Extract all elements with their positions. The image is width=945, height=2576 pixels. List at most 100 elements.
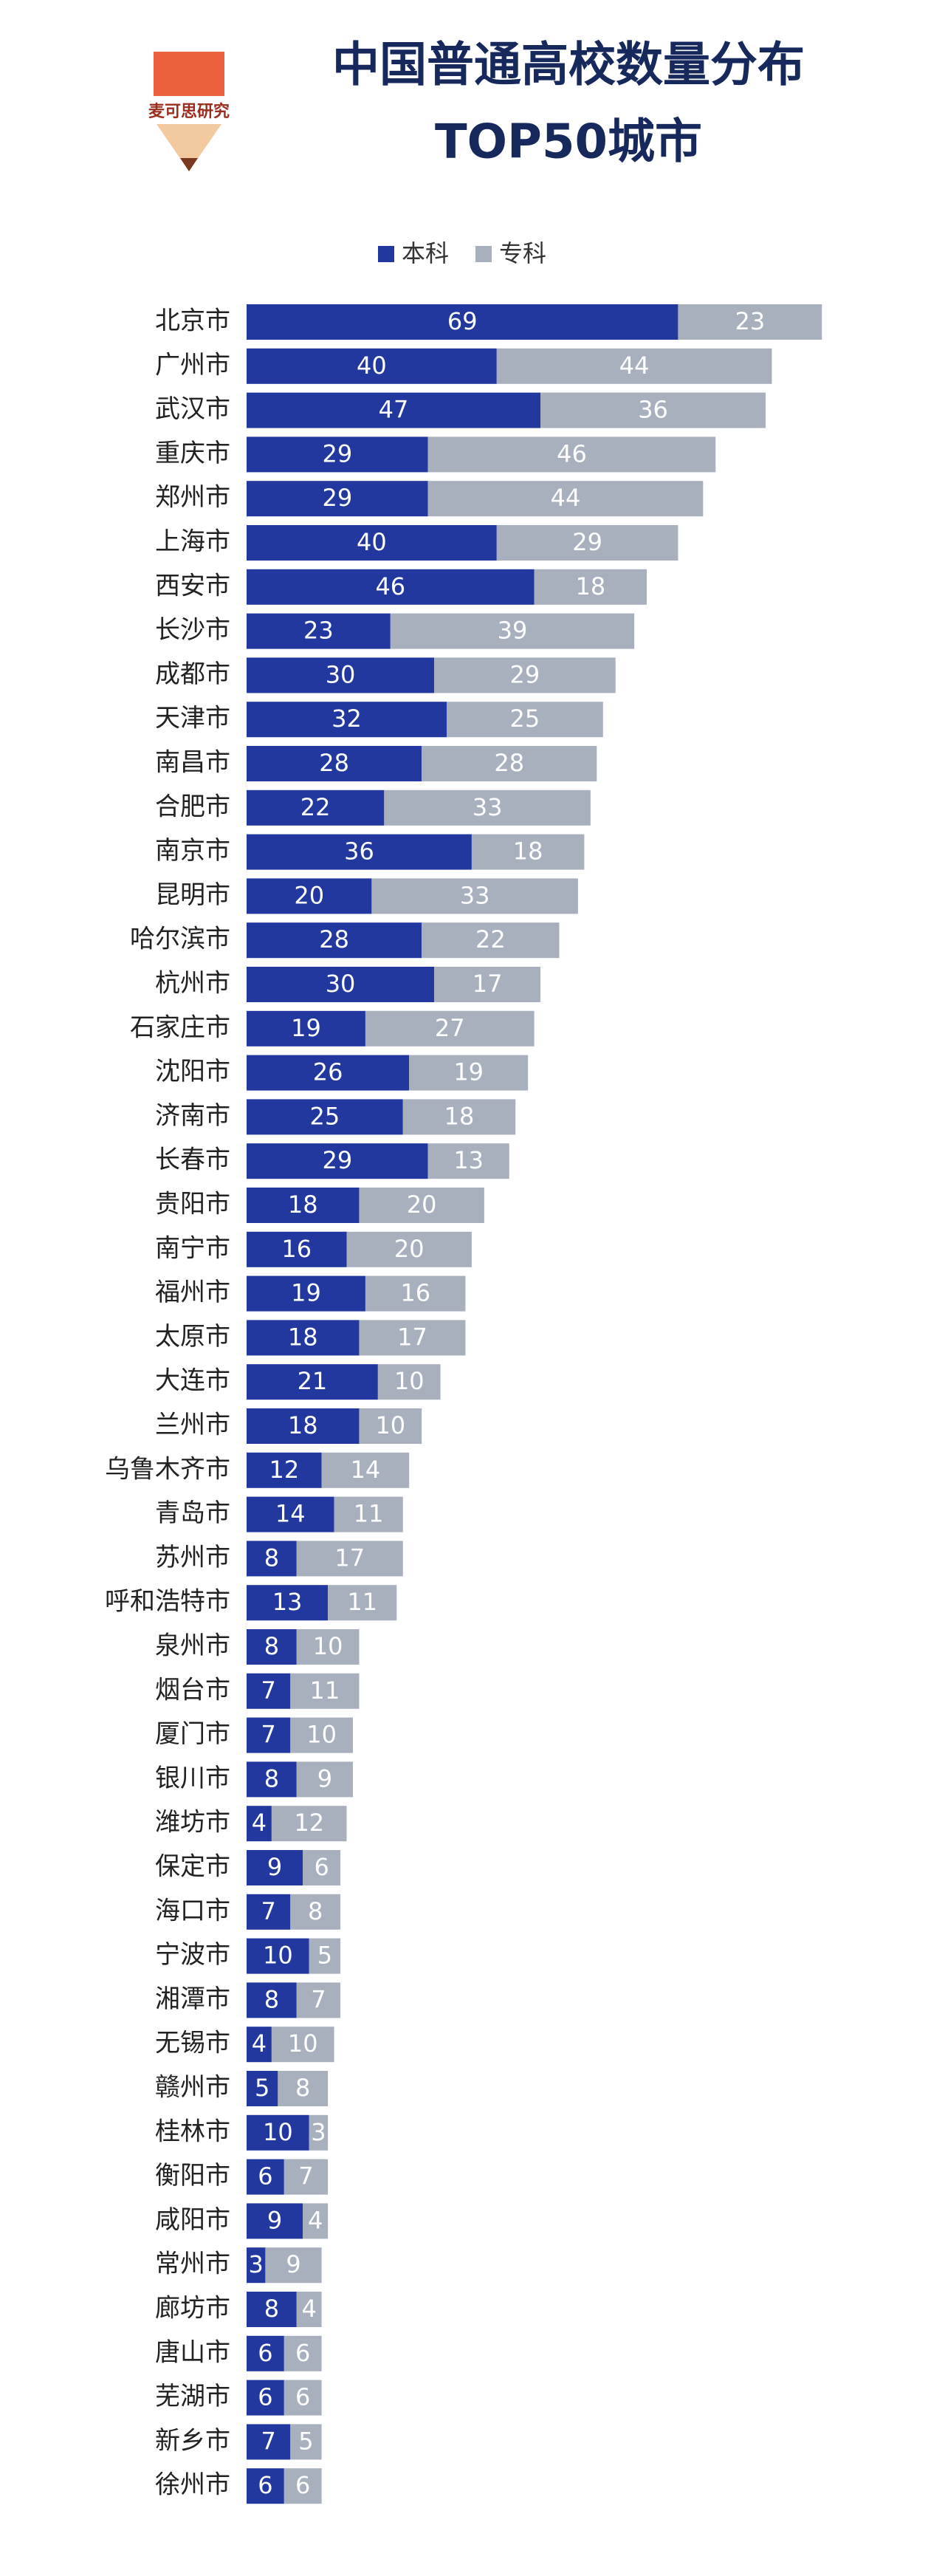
value-label: 12	[294, 1809, 324, 1837]
chart-subtitle: TOP50城市	[435, 115, 702, 170]
value-label: 28	[319, 749, 349, 777]
bar-segment	[247, 2159, 284, 2195]
bar-segment	[247, 1850, 303, 1885]
y-tick-label: 广州市	[155, 350, 230, 380]
value-label: 6	[314, 1853, 329, 1881]
value-label: 18	[288, 1323, 318, 1351]
value-label: 21	[298, 1367, 328, 1395]
y-tick-label: 上海市	[155, 527, 230, 557]
value-label: 10	[306, 1721, 337, 1749]
bar-segment	[534, 569, 647, 605]
bar-segment	[247, 1541, 297, 1577]
bar-segment	[290, 2424, 322, 2460]
legend-label: 本科	[402, 239, 449, 267]
bar-segment	[371, 878, 578, 914]
y-tick-label: 重庆市	[155, 439, 230, 468]
bar-segment	[434, 967, 541, 1002]
y-tick-label: 银川市	[155, 1764, 230, 1793]
y-tick-label: 北京市	[155, 306, 230, 336]
value-label: 18	[288, 1191, 318, 1219]
bar-segment	[247, 1585, 329, 1621]
logo-text: 麦可思研究	[148, 102, 230, 121]
value-label: 69	[447, 307, 478, 335]
value-label: 18	[575, 572, 605, 600]
bar-segment	[427, 1143, 509, 1179]
value-label: 29	[322, 484, 352, 512]
y-tick-label: 廊坊市	[155, 2294, 230, 2323]
bar-segment	[247, 1938, 309, 1974]
bar-segment	[346, 1231, 472, 1267]
bar-segment	[365, 1010, 535, 1046]
value-label: 8	[295, 2074, 310, 2102]
bar-segment	[247, 348, 497, 384]
bar-segment	[247, 657, 435, 693]
bar-segment	[247, 2380, 284, 2416]
y-tick-label: 成都市	[155, 660, 230, 689]
bar-segment	[402, 1099, 516, 1135]
bar-segment	[247, 613, 391, 649]
value-label: 18	[444, 1102, 475, 1130]
bar-segment	[247, 2424, 291, 2460]
bar-segment	[247, 1982, 297, 2018]
y-tick-label: 湘潭市	[155, 1984, 230, 2014]
value-label: 3	[311, 2118, 326, 2146]
bar-segment	[247, 1496, 334, 1532]
value-label: 36	[344, 837, 374, 866]
bar-segment	[247, 1188, 360, 1223]
value-label: 6	[258, 2383, 272, 2411]
value-label: 22	[300, 793, 331, 821]
bar-segment	[247, 1629, 297, 1665]
y-tick-label: 桂林市	[155, 2117, 230, 2146]
value-label: 5	[298, 2427, 313, 2455]
value-label: 32	[331, 705, 362, 733]
bar-segment	[359, 1188, 484, 1223]
value-label: 8	[264, 1632, 279, 1660]
value-label: 46	[375, 572, 405, 600]
bar-segment	[377, 1364, 441, 1400]
y-tick-label: 济南市	[155, 1101, 230, 1131]
value-label: 9	[267, 1853, 282, 1881]
y-tick-label: 合肥市	[155, 792, 230, 821]
bar-segment	[328, 1585, 397, 1621]
value-label: 13	[453, 1146, 484, 1174]
bar-segment	[540, 392, 766, 428]
value-label: 10	[394, 1367, 425, 1395]
bar-segment	[247, 1010, 365, 1046]
bar-segment	[447, 702, 603, 738]
bar-segment	[390, 613, 635, 649]
y-tick-label: 福州市	[155, 1278, 230, 1307]
value-label: 10	[263, 1942, 293, 1970]
y-tick-label: 常州市	[155, 2250, 230, 2279]
y-tick-label: 徐州市	[155, 2470, 230, 2500]
y-tick-label: 厦门市	[155, 1719, 230, 1749]
value-label: 28	[494, 749, 524, 777]
logo-point	[180, 158, 198, 171]
y-tick-label: 南京市	[155, 836, 230, 866]
bar-segment	[365, 1275, 466, 1312]
value-label: 19	[291, 1014, 321, 1042]
value-label: 4	[302, 2295, 317, 2323]
y-tick-label: 武汉市	[155, 394, 230, 424]
bar-segment	[247, 702, 447, 738]
value-label: 26	[313, 1058, 343, 1086]
y-tick-label: 海口市	[155, 1896, 230, 1925]
value-label: 17	[397, 1323, 427, 1351]
value-label: 4	[308, 2206, 323, 2234]
bar-segment	[247, 481, 428, 517]
value-label: 8	[308, 1897, 323, 1925]
value-label: 28	[319, 925, 349, 953]
bar-segment	[427, 436, 716, 473]
value-label: 10	[313, 1632, 343, 1660]
bar-segment	[278, 2071, 329, 2106]
value-label: 6	[258, 2471, 272, 2499]
bar-segment	[496, 525, 678, 561]
bar-segment	[247, 2335, 284, 2371]
value-label: 8	[264, 1764, 279, 1792]
value-label: 6	[295, 2471, 310, 2499]
value-label: 8	[264, 1544, 279, 1572]
bar-segment	[247, 2247, 266, 2284]
y-tick-label: 潍坊市	[155, 1808, 230, 1837]
bar-segment	[284, 2335, 322, 2371]
value-label: 12	[269, 1456, 299, 1484]
